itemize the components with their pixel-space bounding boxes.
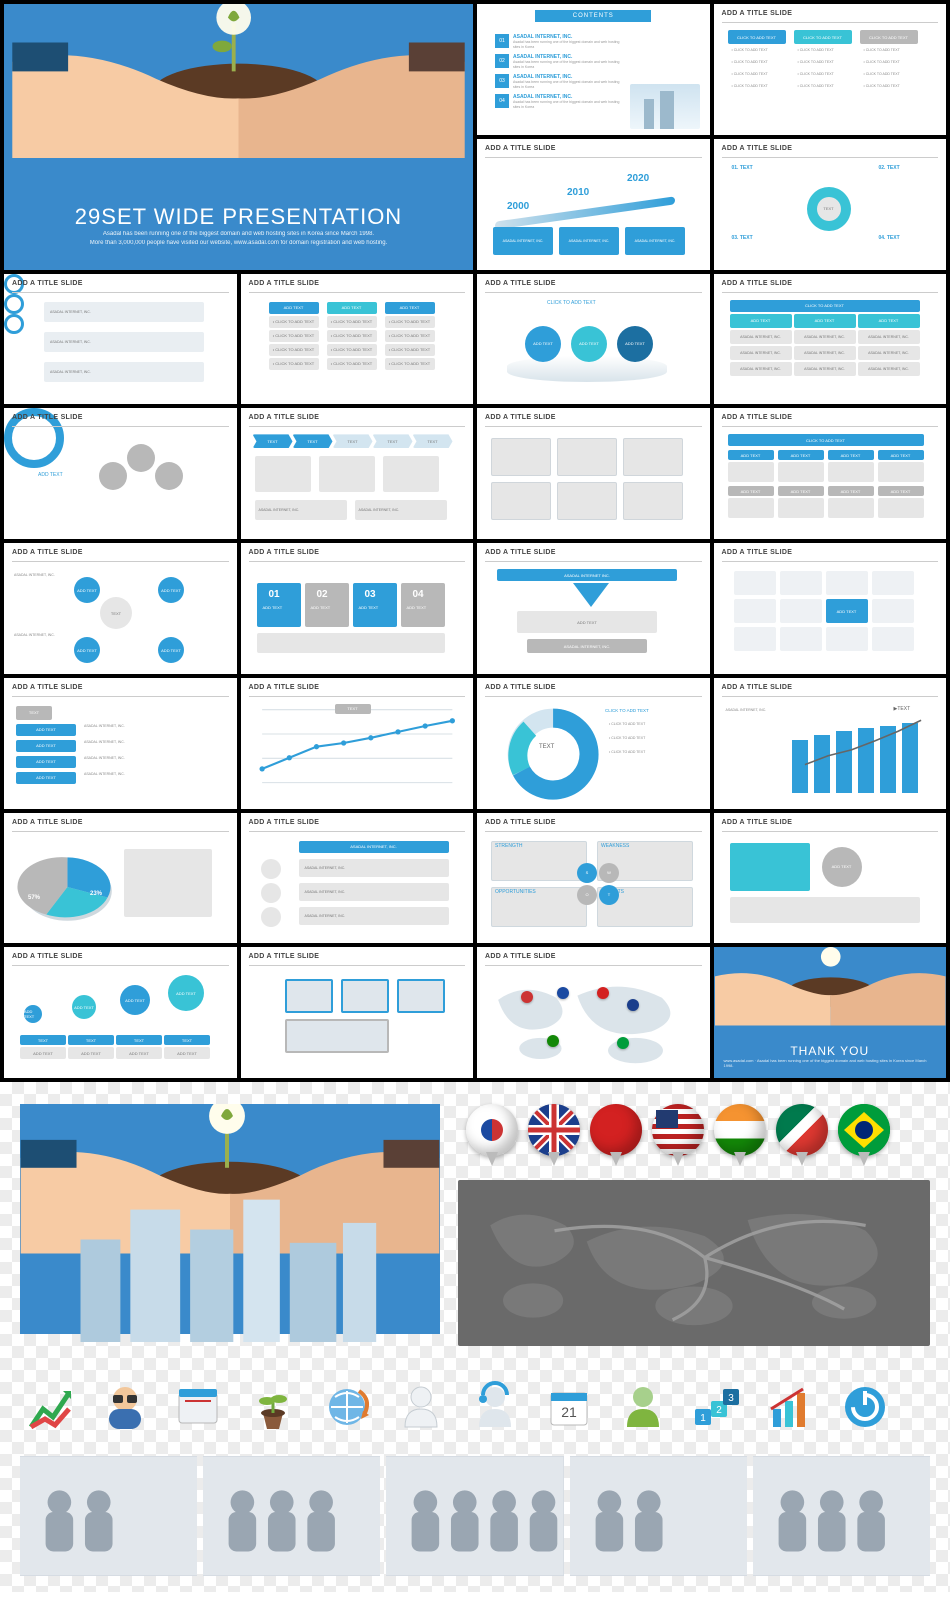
headset-person-icon	[464, 1376, 526, 1438]
slide-title: ADD A TITLE SLIDE	[249, 280, 320, 287]
photos-row	[20, 1456, 930, 1576]
power-button-icon	[834, 1376, 896, 1438]
slide-title: ADD A TITLE SLIDE	[12, 414, 83, 421]
calendar-icon: 21	[538, 1376, 600, 1438]
globe-arrow-icon	[316, 1376, 378, 1438]
slide-14[interactable]: ADD A TITLE SLIDETEXTADD TEXTADD TEXTADD…	[4, 543, 237, 674]
stock-photo-3	[386, 1456, 563, 1576]
assets-panel: 21123	[0, 1082, 950, 1592]
slide-11[interactable]: ADD A TITLE SLIDETEXTTEXTTEXTTEXTTEXTASA…	[241, 408, 474, 539]
slide-title: ADD A TITLE SLIDE	[485, 549, 556, 556]
slide-6[interactable]: ADD A TITLE SLIDEASADAL INTERNET, INC.AS…	[4, 274, 237, 405]
slide-5[interactable]: ADD A TITLE SLIDE TEXTTEXT01. TEXT02. TE…	[714, 139, 947, 270]
flag-india	[714, 1104, 766, 1168]
slide-22[interactable]: ADD A TITLE SLIDE 120%23%57%	[4, 813, 237, 944]
stock-photo-4	[570, 1456, 747, 1576]
svg-text:1: 1	[700, 1413, 706, 1424]
slide-title: ADD A TITLE SLIDE	[249, 953, 320, 960]
slide-title: ADD A TITLE SLIDE	[485, 145, 556, 152]
slide-15[interactable]: ADD A TITLE SLIDE01ADD TEXT02ADD TEXT03A…	[241, 543, 474, 674]
stock-photo-5	[753, 1456, 930, 1576]
slide-title: ADD A TITLE SLIDE	[249, 549, 320, 556]
slide-title: ADD A TITLE SLIDE	[485, 280, 556, 287]
flag-usa	[652, 1104, 704, 1168]
notebook-icon	[168, 1376, 230, 1438]
bar-chart-icon	[760, 1376, 822, 1438]
slide-10[interactable]: ADD A TITLE SLIDEADD TEXT	[4, 408, 237, 539]
slide-hero[interactable]: 29SET WIDE PRESENTATION Asadal has been …	[4, 4, 473, 270]
slide-4[interactable]: ADD A TITLE SLIDE 200020102020ASADAL INT…	[477, 139, 710, 270]
flag-china	[590, 1104, 642, 1168]
hero-title: 29SET WIDE PRESENTATION	[75, 204, 402, 230]
svg-text:3: 3	[728, 1393, 734, 1404]
chart-arrows-icon	[20, 1376, 82, 1438]
slide-title: ADD A TITLE SLIDE	[249, 819, 320, 826]
slide-19[interactable]: ADD A TITLE SLIDETEXT	[241, 678, 474, 809]
svg-text:2: 2	[716, 1405, 722, 1416]
slide-title: ADD A TITLE SLIDE	[722, 145, 793, 152]
asset-city	[20, 1193, 440, 1343]
slide-title: ADD A TITLE SLIDE	[12, 684, 83, 691]
slide-3[interactable]: ADD A TITLE SLIDE CLICK TO ADD TEXT• CLI…	[714, 4, 947, 135]
slide-9[interactable]: ADD A TITLE SLIDECLICK TO ADD TEXTADD TE…	[714, 274, 947, 405]
slide-7[interactable]: ADD A TITLE SLIDEADD TEXT• CLICK TO ADD …	[241, 274, 474, 405]
slide-title: ADD A TITLE SLIDE	[722, 280, 793, 287]
person-glasses-icon	[94, 1376, 156, 1438]
slide-13[interactable]: ADD A TITLE SLIDECLICK TO ADD TEXTADD TE…	[714, 408, 947, 539]
assets-right-col	[458, 1104, 930, 1346]
slide-25[interactable]: ADD A TITLE SLIDEADD TEXT	[714, 813, 947, 944]
slide-title: ADD A TITLE SLIDE	[722, 10, 793, 17]
slide-16[interactable]: ADD A TITLE SLIDEASADAL INTERNET INC.ADD…	[477, 543, 710, 674]
thanks-sub: www.asadal.com · Asadal has been running…	[724, 1058, 937, 1068]
slide-28[interactable]: ADD A TITLE SLIDE	[477, 947, 710, 1078]
slide-21[interactable]: ADD A TITLE SLIDEASADAL INTERNET, INC.▶T…	[714, 678, 947, 809]
slide-title: ADD A TITLE SLIDE	[12, 953, 83, 960]
slide-title: ADD A TITLE SLIDE	[12, 280, 83, 287]
slide-title: ADD A TITLE SLIDE	[722, 549, 793, 556]
city-graphic	[630, 84, 700, 129]
slide-17[interactable]: ADD A TITLE SLIDEADD TEXT	[714, 543, 947, 674]
person-green-icon	[612, 1376, 674, 1438]
blocks-123-icon: 123	[686, 1376, 748, 1438]
slide-18[interactable]: ADD A TITLE SLIDETEXTADD TEXTADD TEXTADD…	[4, 678, 237, 809]
slide-title: ADD A TITLE SLIDE	[722, 819, 793, 826]
slide-contents[interactable]: CONTENTS 01ASADAL INTERNET, INC.Asadal h…	[477, 4, 710, 135]
plant-pot-icon	[242, 1376, 304, 1438]
slide-title: ADD A TITLE SLIDE	[485, 819, 556, 826]
hero-sub2: More than 3,000,000 people have visited …	[90, 239, 388, 248]
stock-photo-1	[20, 1456, 197, 1576]
svg-text:21: 21	[561, 1404, 577, 1420]
assets-row-top	[20, 1104, 930, 1346]
slide-8[interactable]: ADD A TITLE SLIDECLICK TO ADD TEXTADD TE…	[477, 274, 710, 405]
flag-korea	[466, 1104, 518, 1168]
slide-12[interactable]: ADD A TITLE SLIDE	[477, 408, 710, 539]
thanks-title: THANK YOU	[790, 1044, 869, 1058]
person-white-icon	[390, 1376, 452, 1438]
flag-brazil	[838, 1104, 890, 1168]
slide-20[interactable]: ADD A TITLE SLIDE TEXTCLICK TO ADD TEXT•…	[477, 678, 710, 809]
contents-list: 01ASADAL INTERNET, INC.Asadal has been r…	[495, 34, 620, 114]
hero-sub1: Asadal has been running one of the bigge…	[103, 230, 374, 239]
slide-23[interactable]: ADD A TITLE SLIDEASADAL INTERNET, INC.AS…	[241, 813, 474, 944]
flag-row	[458, 1104, 930, 1168]
slide-27[interactable]: ADD A TITLE SLIDE	[241, 947, 474, 1078]
slides-grid: 29SET WIDE PRESENTATION Asadal has been …	[4, 4, 946, 1078]
slide-title: ADD A TITLE SLIDE	[722, 414, 793, 421]
slide-26[interactable]: ADD A TITLE SLIDEADD TEXTADD TEXTADD TEX…	[4, 947, 237, 1078]
flag-uk	[528, 1104, 580, 1168]
contents-heading: CONTENTS	[535, 10, 651, 22]
slide-24[interactable]: ADD A TITLE SLIDESTRENGTHWEAKNESSOPPORTU…	[477, 813, 710, 944]
slide-title: ADD A TITLE SLIDE	[485, 414, 556, 421]
world-map	[458, 1180, 930, 1346]
asset-hands	[20, 1104, 440, 1334]
stock-photo-2	[203, 1456, 380, 1576]
slide-title: ADD A TITLE SLIDE	[12, 549, 83, 556]
flag-safrica	[776, 1104, 828, 1168]
hero-illustration	[4, 4, 473, 158]
slides-grid-wrapper: 29SET WIDE PRESENTATION Asadal has been …	[0, 0, 950, 1082]
slide-title: ADD A TITLE SLIDE	[249, 414, 320, 421]
slide-thankyou[interactable]: THANK YOU www.asadal.com · Asadal has be…	[714, 947, 947, 1078]
icons-row: 21123	[20, 1376, 930, 1438]
